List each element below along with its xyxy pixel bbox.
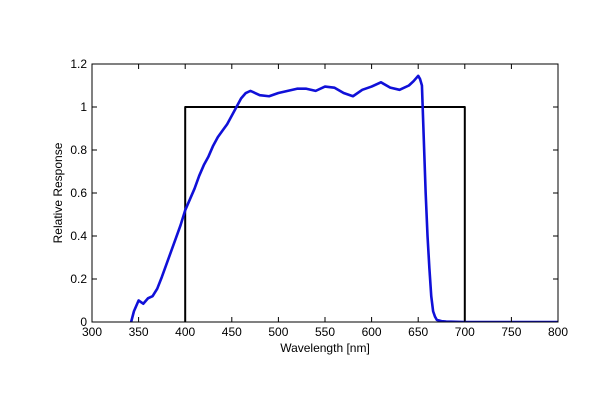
x-tick-label: 700 bbox=[455, 325, 475, 339]
x-tick-label: 500 bbox=[268, 325, 288, 339]
y-tick-label: 0.6 bbox=[70, 186, 87, 200]
y-tick-label: 0.4 bbox=[70, 229, 87, 243]
plot-layer bbox=[129, 74, 558, 322]
axes-layer: 300 350 400 450 500 550 600 650 700 750 800 0 0.2 0.4… bbox=[70, 57, 568, 339]
x-tick-label: 400 bbox=[175, 325, 195, 339]
y-tick-label: 0.8 bbox=[70, 143, 87, 157]
y-tick-label: 0.2 bbox=[70, 272, 87, 286]
x-axis-label: Wavelength [nm] bbox=[280, 341, 370, 355]
y-tick-label: 1 bbox=[80, 100, 87, 114]
response-curve-line bbox=[129, 74, 558, 322]
y-axis-label: Relative Response bbox=[51, 142, 65, 243]
x-tick-label: 750 bbox=[501, 325, 521, 339]
y-tick-label: 0 bbox=[80, 315, 87, 329]
x-tick-label: 800 bbox=[548, 325, 568, 339]
y-tick-label: 1.2 bbox=[70, 57, 87, 71]
x-tick-label: 600 bbox=[362, 325, 382, 339]
x-tick-label: 550 bbox=[315, 325, 335, 339]
x-tick-label: 650 bbox=[408, 325, 428, 339]
plot-frame bbox=[91, 63, 559, 323]
x-tick-label: 300 bbox=[82, 325, 102, 339]
x-tick-label: 450 bbox=[222, 325, 242, 339]
x-tick-label: 350 bbox=[129, 325, 149, 339]
